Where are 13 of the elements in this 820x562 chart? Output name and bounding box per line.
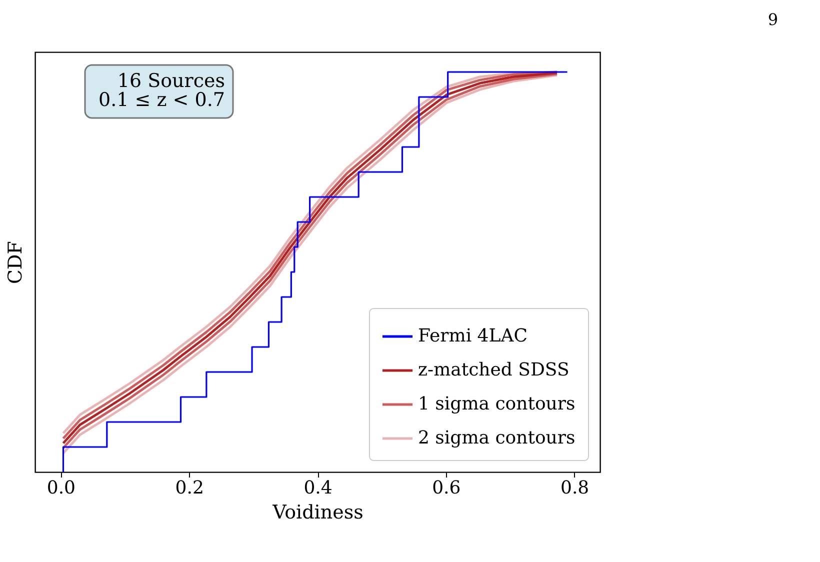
x-tick-label: 0.0 bbox=[46, 478, 76, 498]
legend-label: 1 sigma contours bbox=[418, 394, 576, 414]
x-tick-label: 0.6 bbox=[432, 478, 461, 498]
text: 9 bbox=[768, 10, 778, 29]
x-tick-label: 0.2 bbox=[175, 478, 204, 498]
y-axis-title: CDF bbox=[4, 241, 26, 284]
legend-label: 2 sigma contours bbox=[418, 428, 576, 448]
annotation: 16 Sources 0.1 ≤ z < 0.7 bbox=[98, 70, 225, 111]
x-axis-title: Voidiness bbox=[272, 502, 364, 524]
x-tick-label: 0.8 bbox=[560, 478, 590, 498]
x-tick-label: 0.4 bbox=[304, 478, 332, 498]
legend-label: Fermi 4LAC bbox=[418, 326, 528, 346]
legend-label: z-matched SDSS bbox=[418, 360, 570, 380]
